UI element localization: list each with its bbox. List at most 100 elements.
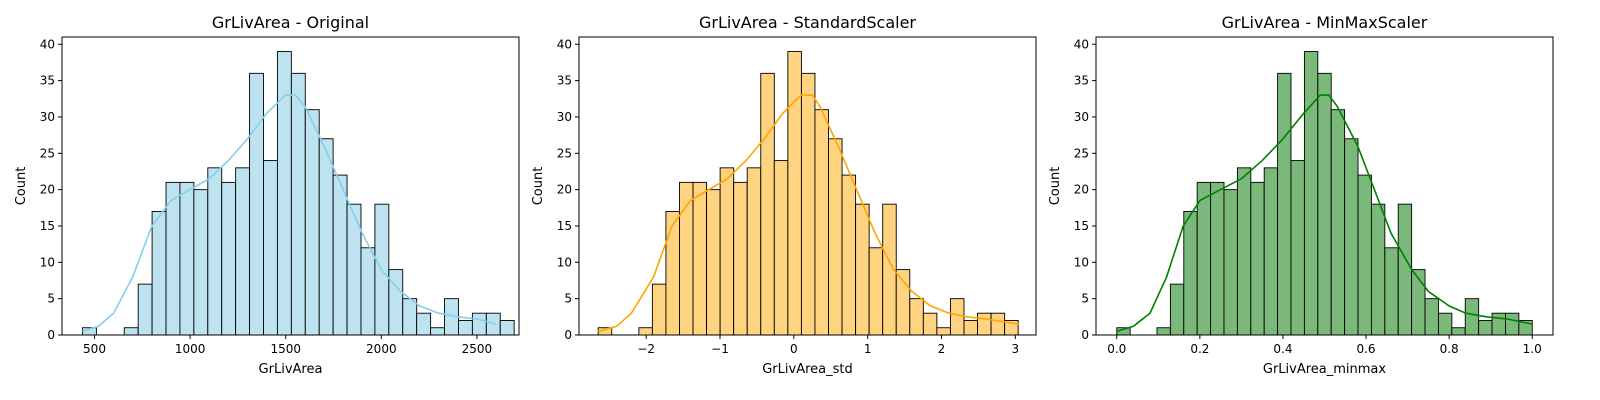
histogram-bar (263, 161, 277, 335)
histogram-bar (291, 73, 305, 335)
histogram-bar (500, 320, 514, 335)
histogram-bar (666, 211, 680, 335)
histogram-bar (964, 320, 978, 335)
x-tick-label: 0.0 (1107, 342, 1126, 356)
histogram-bar (856, 204, 870, 335)
y-tick-label: 30 (557, 110, 572, 124)
histogram-bar (431, 328, 445, 335)
histogram-bar (319, 139, 333, 335)
x-axis-label: GrLivArea_minmax (1263, 362, 1387, 377)
histogram-bar (937, 328, 951, 335)
histogram-bar (720, 168, 734, 335)
histogram-bar (417, 313, 431, 335)
histogram-bar (950, 299, 964, 335)
y-tick-label: 10 (557, 255, 572, 269)
chart-title: GrLivArea - Original (212, 13, 369, 32)
histogram-bar (1452, 328, 1465, 335)
histogram-bar (1492, 313, 1505, 335)
y-tick-label: 40 (1074, 37, 1089, 51)
histogram-bar (236, 168, 250, 335)
histogram-bar (910, 299, 924, 335)
histogram-bar (788, 52, 802, 335)
x-tick-label: 2 (938, 342, 946, 356)
histogram-bar (1385, 248, 1398, 335)
y-tick-label: 15 (1074, 219, 1089, 233)
histogram-bar (403, 299, 417, 335)
histogram-bar (277, 52, 291, 335)
y-tick-label: 30 (40, 110, 55, 124)
y-tick-label: 5 (47, 292, 55, 306)
y-axis-label: Count (14, 167, 29, 206)
y-tick-label: 25 (557, 146, 572, 160)
y-tick-label: 35 (40, 74, 55, 88)
y-tick-label: 30 (1074, 110, 1089, 124)
histogram-bar (1170, 284, 1183, 335)
y-tick-label: 25 (1074, 146, 1089, 160)
histogram-bar (707, 190, 721, 335)
x-tick-label: 0.4 (1273, 342, 1292, 356)
y-tick-label: 25 (40, 146, 55, 160)
histogram-bar (1465, 299, 1478, 335)
y-axis-label: Count (531, 167, 546, 206)
histogram-bar (1264, 168, 1277, 335)
histogram-bar (222, 182, 236, 335)
histogram-bar (458, 320, 472, 335)
histogram-bar (1211, 182, 1224, 335)
histogram-bar (333, 175, 347, 335)
y-tick-label: 0 (47, 328, 55, 342)
histogram-bar (1479, 320, 1492, 335)
histogram-bar (1304, 52, 1317, 335)
y-tick-label: 15 (40, 219, 55, 233)
histogram-bar (842, 175, 856, 335)
histogram-bar (152, 211, 166, 335)
x-tick-label: 1 (864, 342, 872, 356)
x-tick-label: 1000 (175, 342, 206, 356)
y-tick-label: 20 (1074, 183, 1089, 197)
histogram-bar (250, 73, 264, 335)
histogram-bar (1398, 204, 1411, 335)
histogram-bar (774, 161, 788, 335)
x-tick-label: 1.0 (1523, 342, 1542, 356)
chart-title: GrLivArea - StandardScaler (699, 13, 916, 32)
y-tick-label: 35 (1074, 74, 1089, 88)
histogram-bar (1197, 182, 1210, 335)
x-tick-label: 0 (790, 342, 798, 356)
y-tick-label: 0 (564, 328, 572, 342)
histogram-bar (761, 73, 775, 335)
histogram-bar (869, 248, 883, 335)
y-tick-label: 40 (40, 37, 55, 51)
x-tick-label: 2500 (462, 342, 493, 356)
histogram-bar (1318, 73, 1331, 335)
histogram-bar (815, 110, 829, 335)
histogram-bar (208, 168, 222, 335)
panel-standard-scaler: −2 −1 0 1 2 30510152025303540GrLivArea - Stan… (531, 13, 1036, 377)
histogram-bar (991, 313, 1005, 335)
histogram-bar (138, 284, 152, 335)
x-axis-label: GrLivArea (259, 362, 323, 377)
y-tick-label: 20 (557, 183, 572, 197)
x-axis-label: GrLivArea_std (762, 362, 853, 377)
x-tick-label: 2000 (366, 342, 397, 356)
y-tick-label: 5 (564, 292, 572, 306)
histogram-bar (1251, 182, 1264, 335)
y-tick-label: 10 (1074, 255, 1089, 269)
histogram-bar (1505, 313, 1518, 335)
y-tick-label: 15 (557, 219, 572, 233)
y-tick-label: 20 (40, 183, 55, 197)
histogram-bar (829, 139, 843, 335)
y-tick-label: 5 (1081, 292, 1089, 306)
histogram-bar (1224, 190, 1237, 335)
x-tick-label: 0.8 (1440, 342, 1459, 356)
y-tick-label: 0 (1081, 328, 1089, 342)
histogram-bar (693, 182, 707, 335)
histogram-bar (1291, 161, 1304, 335)
histogram-bar (978, 313, 992, 335)
histogram-bar (639, 328, 653, 335)
x-tick-label: 3 (1012, 342, 1020, 356)
histogram-bar (194, 190, 208, 335)
histogram-bar (1237, 168, 1250, 335)
x-tick-label: −1 (711, 342, 729, 356)
y-tick-label: 10 (40, 255, 55, 269)
histogram-bar (1331, 110, 1344, 335)
